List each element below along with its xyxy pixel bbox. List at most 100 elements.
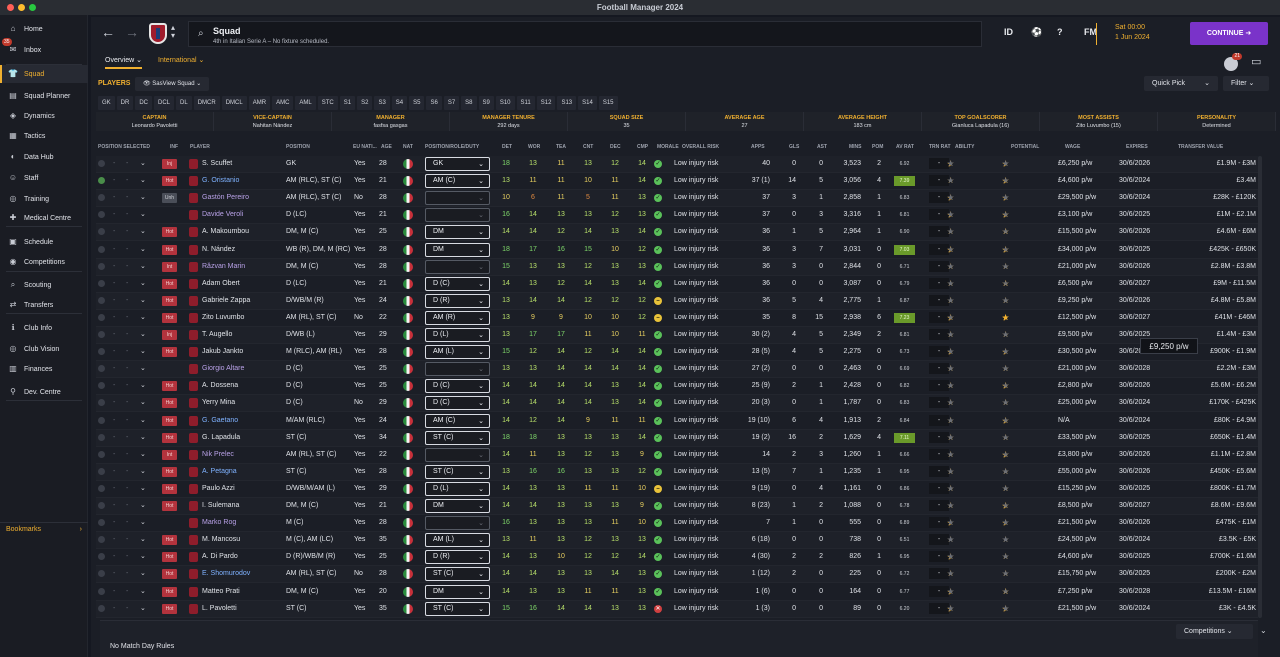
row-chevron-down-icon[interactable]: ⌄ — [140, 399, 146, 407]
nationality-flag-icon[interactable] — [403, 347, 413, 358]
role-duty-select[interactable]: D (C) ⌄ — [425, 379, 490, 394]
role-duty-select[interactable]: ⌄ — [425, 516, 490, 531]
row-chevron-down-icon[interactable]: ⌄ — [140, 160, 146, 167]
nationality-flag-icon[interactable] — [403, 518, 413, 529]
info-squad-size[interactable]: SQUAD SIZE 35 — [568, 112, 686, 131]
player-name-link[interactable]: M. Mancosu — [202, 536, 241, 544]
club-switch-chevron-icon[interactable]: ▴ ▾ — [171, 23, 176, 40]
nationality-flag-icon[interactable] — [403, 364, 413, 375]
select-checkbox[interactable] — [98, 348, 105, 356]
table-row[interactable]: - - ⌄ Hot M. Mancosu M (C), AM (LC) Yes 35 AM (L… — [96, 532, 1258, 550]
position-filter-stc[interactable]: STC — [317, 96, 338, 110]
select-checkbox[interactable] — [98, 382, 105, 390]
table-row[interactable]: - - ⌄ Hot G. Oristanio AM (RLC), ST (C) Yes 21 A… — [96, 173, 1258, 191]
table-row[interactable]: - - ⌄ Inj T. Augello D/WB (L) Yes 29 D (L) ⌄ 13 17 1… — [96, 327, 1258, 345]
col-position[interactable]: POSITION — [286, 144, 310, 150]
row-chevron-down-icon[interactable]: ⌄ — [140, 245, 146, 253]
position-filter-s3[interactable]: S3 — [374, 96, 390, 110]
select-checkbox[interactable] — [98, 331, 105, 338]
sidebar-item-squad[interactable]: 👕 Squad — [0, 65, 88, 83]
table-row[interactable]: - - ⌄ Hot L. Pavoletti ST (C) Yes 35 ST (C) ⌄ 15 16… — [96, 600, 1258, 618]
notifications-icon[interactable]: 21 — [1224, 53, 1242, 71]
nationality-flag-icon[interactable] — [403, 312, 413, 323]
id-button[interactable]: ID — [1004, 27, 1013, 37]
sidebar-item-home[interactable]: ⌂ Home — [0, 20, 88, 38]
col-ability[interactable]: ABILITY — [955, 144, 975, 150]
position-filter-dr[interactable]: DR — [116, 96, 134, 110]
col-wor[interactable]: WOR — [528, 144, 541, 150]
player-name-link[interactable]: G. Gaetano — [202, 416, 239, 424]
role-duty-select[interactable]: D (L) ⌄ — [425, 328, 490, 342]
player-name-link[interactable]: A. Di Pardo — [202, 553, 238, 561]
select-checkbox[interactable] — [98, 160, 105, 167]
select-checkbox[interactable] — [98, 553, 105, 561]
select-checkbox[interactable] — [98, 211, 105, 219]
role-duty-select[interactable]: AM (C) ⌄ — [425, 174, 490, 189]
position-filter-s1[interactable]: S1 — [339, 96, 356, 110]
select-checkbox[interactable] — [98, 228, 105, 236]
role-duty-select[interactable]: ⌄ — [425, 208, 490, 223]
row-chevron-down-icon[interactable]: ⌄ — [140, 553, 146, 561]
role-duty-select[interactable]: ⌄ — [425, 362, 490, 377]
row-chevron-down-icon[interactable]: ⌄ — [140, 331, 146, 338]
fm-menu-button[interactable]: FM — [1084, 27, 1097, 37]
table-scrollbar[interactable] — [1258, 156, 1262, 618]
player-name-link[interactable]: L. Pavoletti — [202, 604, 237, 612]
nationality-flag-icon[interactable] — [403, 193, 413, 204]
select-checkbox[interactable] — [98, 536, 105, 544]
table-row[interactable]: - - ⌄ Inj S. Scuffet GK Yes 28 GK ⌄ 18 13 11 13 12 14 ✓ L… — [96, 156, 1258, 174]
row-chevron-down-icon[interactable]: ⌄ — [140, 570, 146, 578]
back-arrow-icon[interactable]: ← — [101, 24, 115, 40]
position-filter-s2[interactable]: S2 — [357, 96, 373, 110]
player-name-link[interactable]: Adam Obert — [202, 279, 240, 287]
window-controls[interactable] — [7, 4, 36, 11]
row-chevron-down-icon[interactable]: ⌄ — [140, 211, 146, 219]
select-checkbox[interactable] — [98, 484, 105, 492]
position-filter-dcl[interactable]: DCL — [154, 96, 175, 110]
col-det[interactable]: DET — [502, 144, 512, 150]
role-duty-select[interactable]: AM (R) ⌄ — [425, 310, 490, 325]
select-checkbox[interactable] — [98, 262, 105, 270]
select-checkbox[interactable] — [98, 570, 105, 578]
tab-overview[interactable]: Overview ⌄ — [105, 56, 142, 69]
col-tea[interactable]: TEA — [556, 144, 566, 150]
table-row[interactable]: - - ⌄ Davide Veroli D (LC) Yes 21 ⌄ 16 14 13 13 12 13… — [96, 207, 1258, 225]
nationality-flag-icon[interactable] — [403, 176, 413, 187]
select-checkbox[interactable] — [98, 467, 105, 475]
player-name-link[interactable]: Jakub Jankto — [202, 348, 244, 356]
player-name-link[interactable]: Yerry Mina — [202, 399, 236, 407]
row-chevron-down-icon[interactable]: ⌄ — [140, 313, 146, 321]
row-chevron-down-icon[interactable]: ⌄ — [140, 467, 146, 475]
row-chevron-down-icon[interactable]: ⌄ — [140, 348, 146, 356]
table-row[interactable]: - - ⌄ Hot A. Di Pardo D (R)/WB/M (R) Yes 25 D (R… — [96, 549, 1258, 567]
info-average-age[interactable]: AVERAGE AGE 27 — [686, 112, 804, 131]
row-chevron-down-icon[interactable]: ⌄ — [140, 177, 146, 185]
nationality-flag-icon[interactable] — [403, 159, 413, 169]
col-potential[interactable]: POTENTIAL — [1011, 144, 1040, 150]
col-morale[interactable]: MORALE — [657, 144, 679, 150]
player-name-link[interactable]: T. Augello — [202, 331, 233, 338]
col-transfer-value[interactable]: TRANSFER VALUE — [1178, 144, 1224, 150]
table-row[interactable]: - - ⌄ Hot Paulo Azzi D/WB/M/AM (L) Yes 29 D (L) ⌄… — [96, 480, 1258, 498]
nationality-flag-icon[interactable] — [403, 586, 413, 597]
player-name-link[interactable]: Giorgio Altare — [202, 365, 245, 373]
player-name-link[interactable]: G. Lapadula — [202, 433, 241, 441]
nationality-flag-icon[interactable] — [403, 569, 413, 580]
table-row[interactable]: - - ⌄ Hot A. Makoumbou DM, M (C) Yes 25 DM ⌄ 14 14 1… — [96, 224, 1258, 242]
player-name-link[interactable]: Davide Veroli — [202, 211, 244, 219]
position-filter-s6[interactable]: S6 — [426, 96, 442, 110]
table-row[interactable]: - - ⌄ Hot A. Dossena D (C) Yes 25 D (C) ⌄ 14 14 14 14… — [96, 378, 1258, 396]
role-duty-select[interactable]: DM ⌄ — [425, 225, 490, 240]
role-duty-select[interactable]: AM (L) ⌄ — [425, 345, 490, 360]
nationality-flag-icon[interactable] — [403, 381, 413, 392]
row-chevron-down-icon[interactable]: ⌄ — [140, 382, 146, 390]
player-name-link[interactable]: G. Oristanio — [202, 177, 240, 185]
player-name-link[interactable]: N. Nández — [202, 245, 236, 253]
role-duty-select[interactable]: ⌄ — [425, 447, 490, 462]
position-filter-s11[interactable]: S11 — [516, 96, 535, 110]
info-manager-tenure[interactable]: MANAGER TENURE 292 days — [450, 112, 568, 131]
position-filter-aml[interactable]: AML — [295, 96, 316, 110]
position-filter-s15[interactable]: S15 — [598, 96, 618, 110]
role-duty-select[interactable]: D (C) ⌄ — [425, 396, 490, 411]
player-name-link[interactable]: Gastón Pereiro — [202, 194, 250, 202]
